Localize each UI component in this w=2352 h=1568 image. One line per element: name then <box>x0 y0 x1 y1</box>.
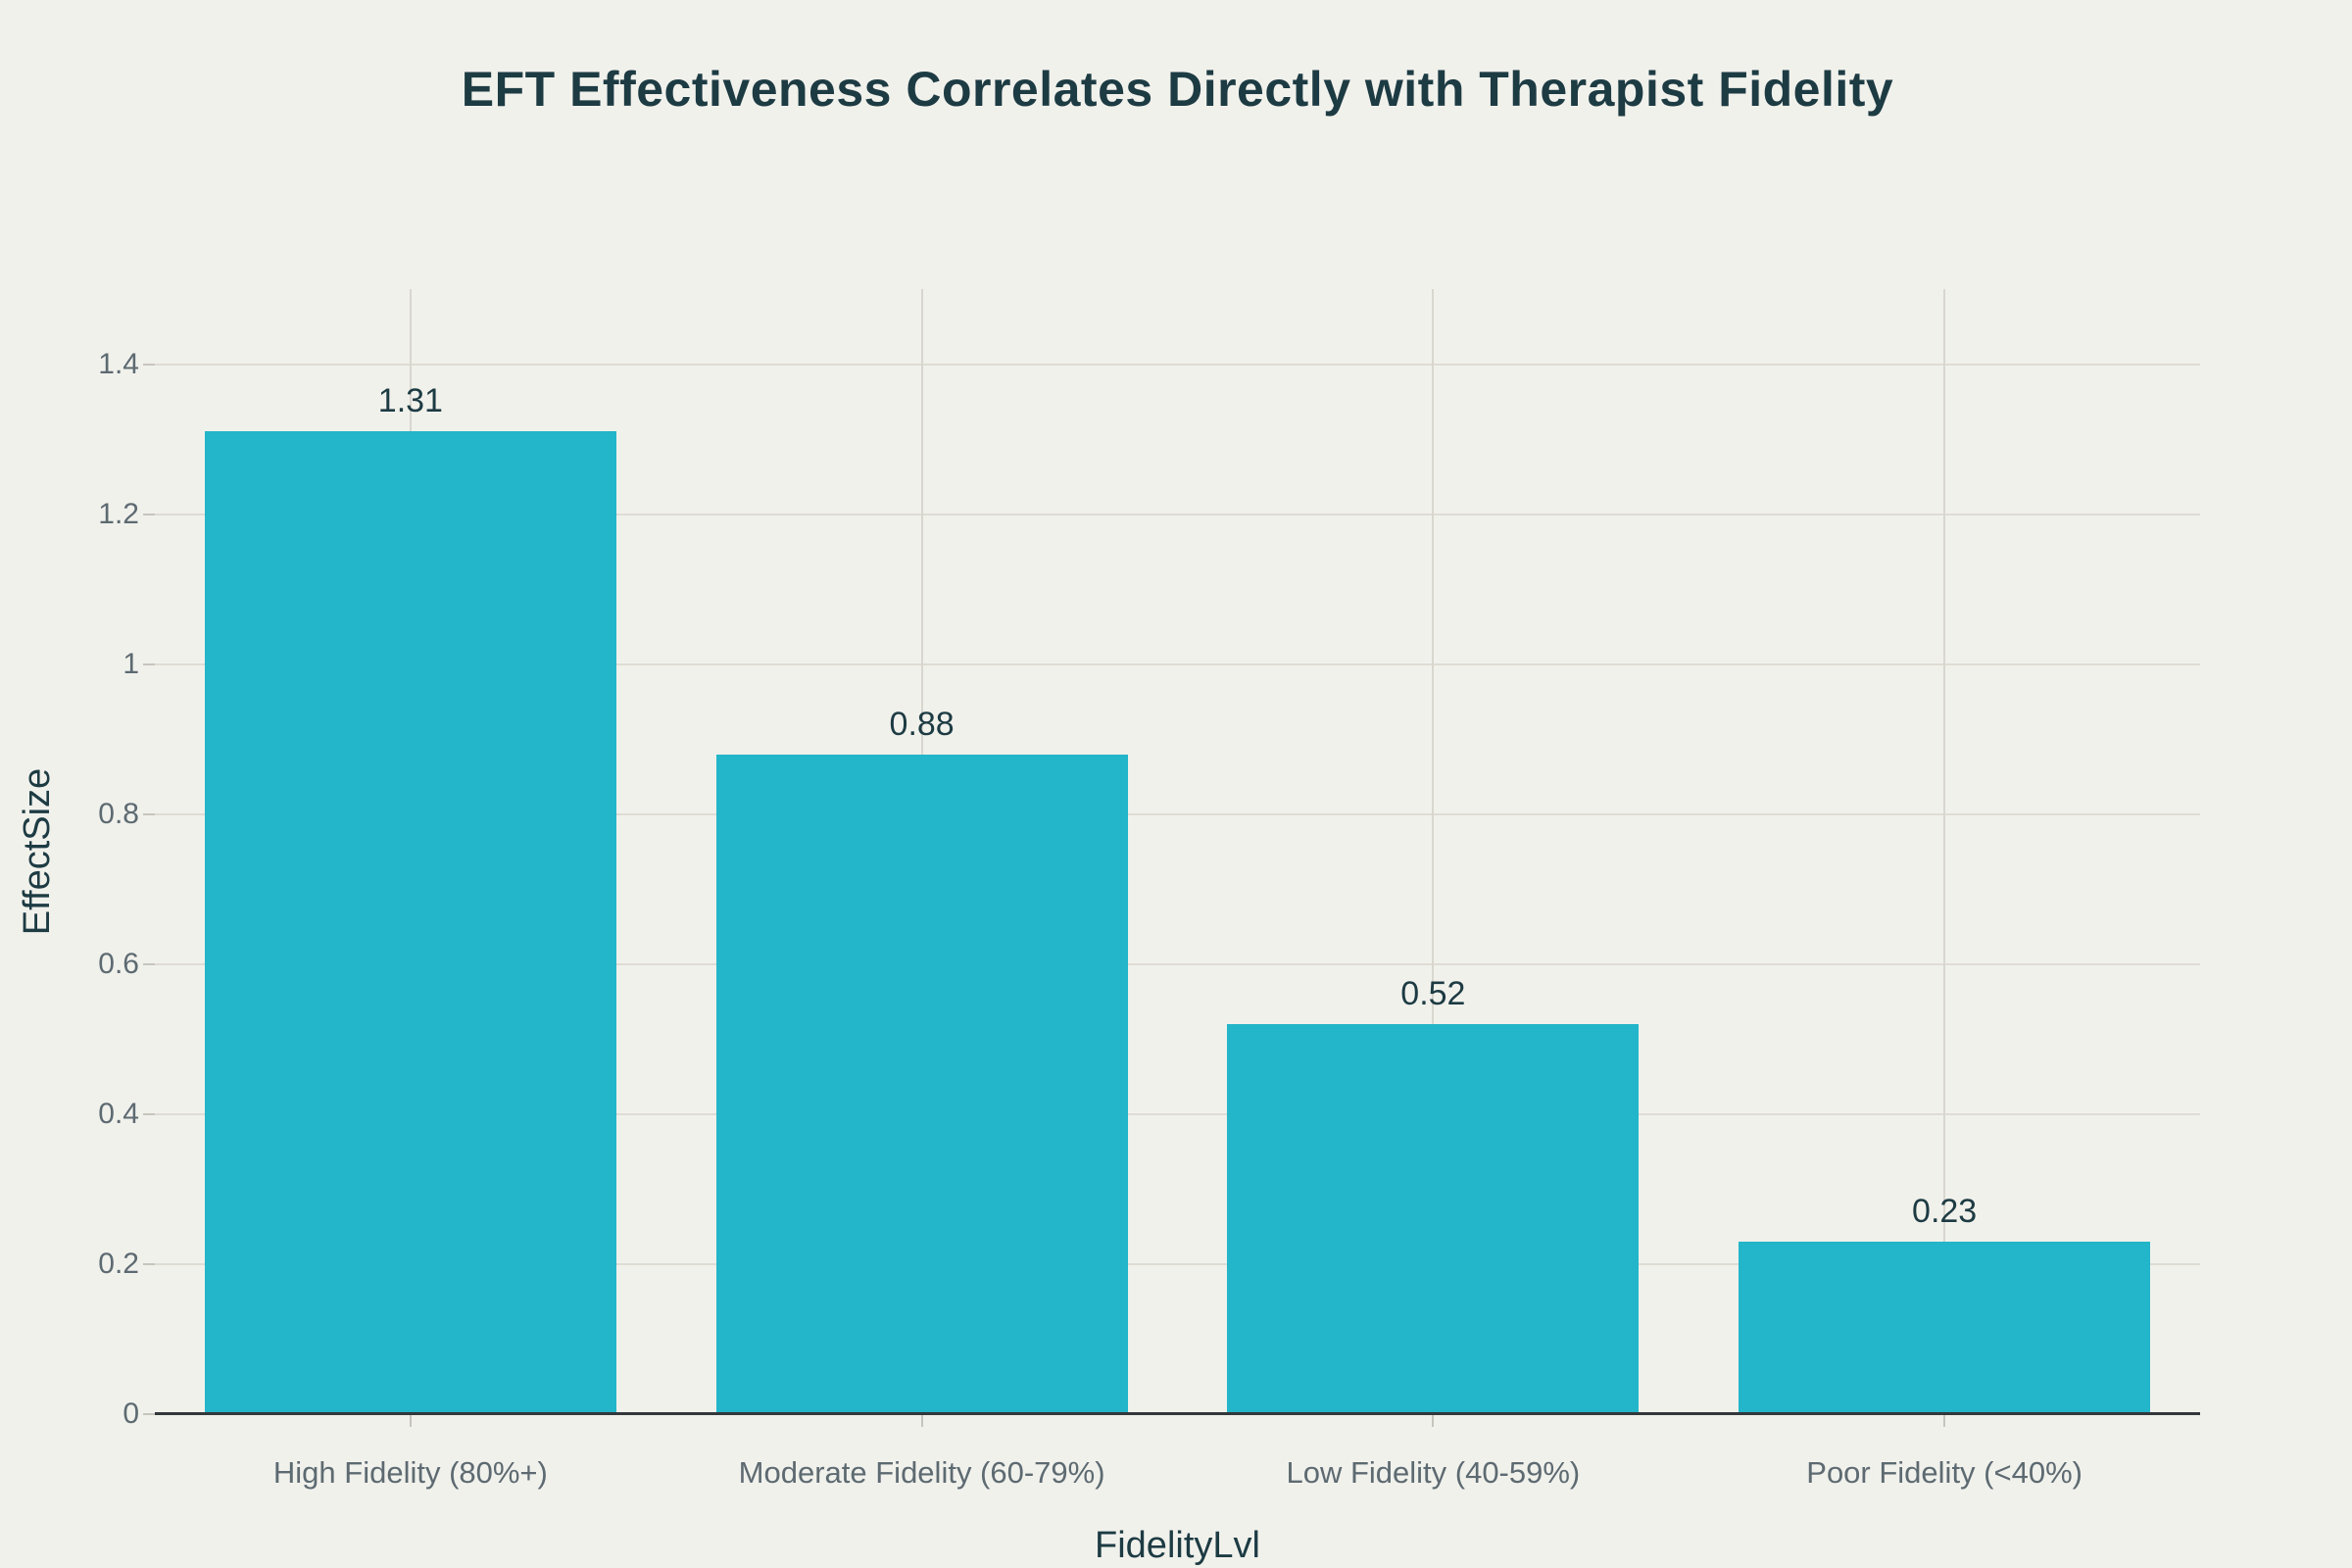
y-axis-title: EffectSize <box>17 767 58 936</box>
x-axis-line <box>155 1412 2200 1415</box>
chart-title: EFT Effectiveness Correlates Directly wi… <box>461 62 1894 117</box>
y-tick-mark <box>143 1112 155 1115</box>
bar <box>715 754 1128 1414</box>
bar-value-label: 0.52 <box>1400 975 1466 1013</box>
x-tick-label: Poor Fidelity (<40%) <box>1806 1455 2082 1490</box>
y-tick-mark <box>143 962 155 965</box>
x-tick-mark <box>409 1415 412 1427</box>
bar <box>1227 1024 1640 1414</box>
y-tick-label: 0 <box>122 1397 139 1430</box>
x-tick-label: Low Fidelity (40-59%) <box>1286 1455 1581 1490</box>
x-tick-label: High Fidelity (80%+) <box>272 1455 548 1490</box>
y-tick-label: 0.2 <box>98 1247 139 1280</box>
y-tick-mark <box>143 363 155 366</box>
y-tick-mark <box>143 662 155 665</box>
y-tick-mark <box>143 1262 155 1265</box>
x-tick-mark <box>1943 1415 1946 1427</box>
y-tick-label: 0.6 <box>98 947 139 980</box>
x-axis-title: FidelityLvl <box>1095 1525 1260 1566</box>
y-tick-mark <box>143 1413 155 1415</box>
y-tick-label: 1.4 <box>98 347 139 380</box>
x-tick-label: Moderate Fidelity (60-79%) <box>738 1455 1105 1490</box>
h-gridline <box>155 513 2200 515</box>
y-tick-mark <box>143 812 155 815</box>
h-gridline <box>155 662 2200 665</box>
h-gridline <box>155 363 2200 366</box>
h-gridline <box>155 1112 2200 1115</box>
x-tick-mark <box>920 1415 923 1427</box>
y-tick-label: 1.2 <box>98 497 139 530</box>
bar-value-label: 1.31 <box>377 382 443 420</box>
y-tick-label: 0.4 <box>98 1097 139 1130</box>
bar-value-label: 0.88 <box>889 705 955 743</box>
bar <box>204 431 616 1414</box>
y-tick-mark <box>143 513 155 515</box>
h-gridline <box>155 812 2200 815</box>
bar-value-label: 0.23 <box>1912 1192 1978 1230</box>
h-gridline <box>155 1262 2200 1265</box>
h-gridline <box>155 962 2200 965</box>
v-gridline <box>1432 289 1435 1414</box>
y-tick-label: 1 <box>122 647 139 680</box>
y-tick-label: 0.8 <box>98 797 139 830</box>
bar <box>1739 1241 2151 1414</box>
x-tick-mark <box>1432 1415 1435 1427</box>
v-gridline <box>1943 289 1946 1414</box>
